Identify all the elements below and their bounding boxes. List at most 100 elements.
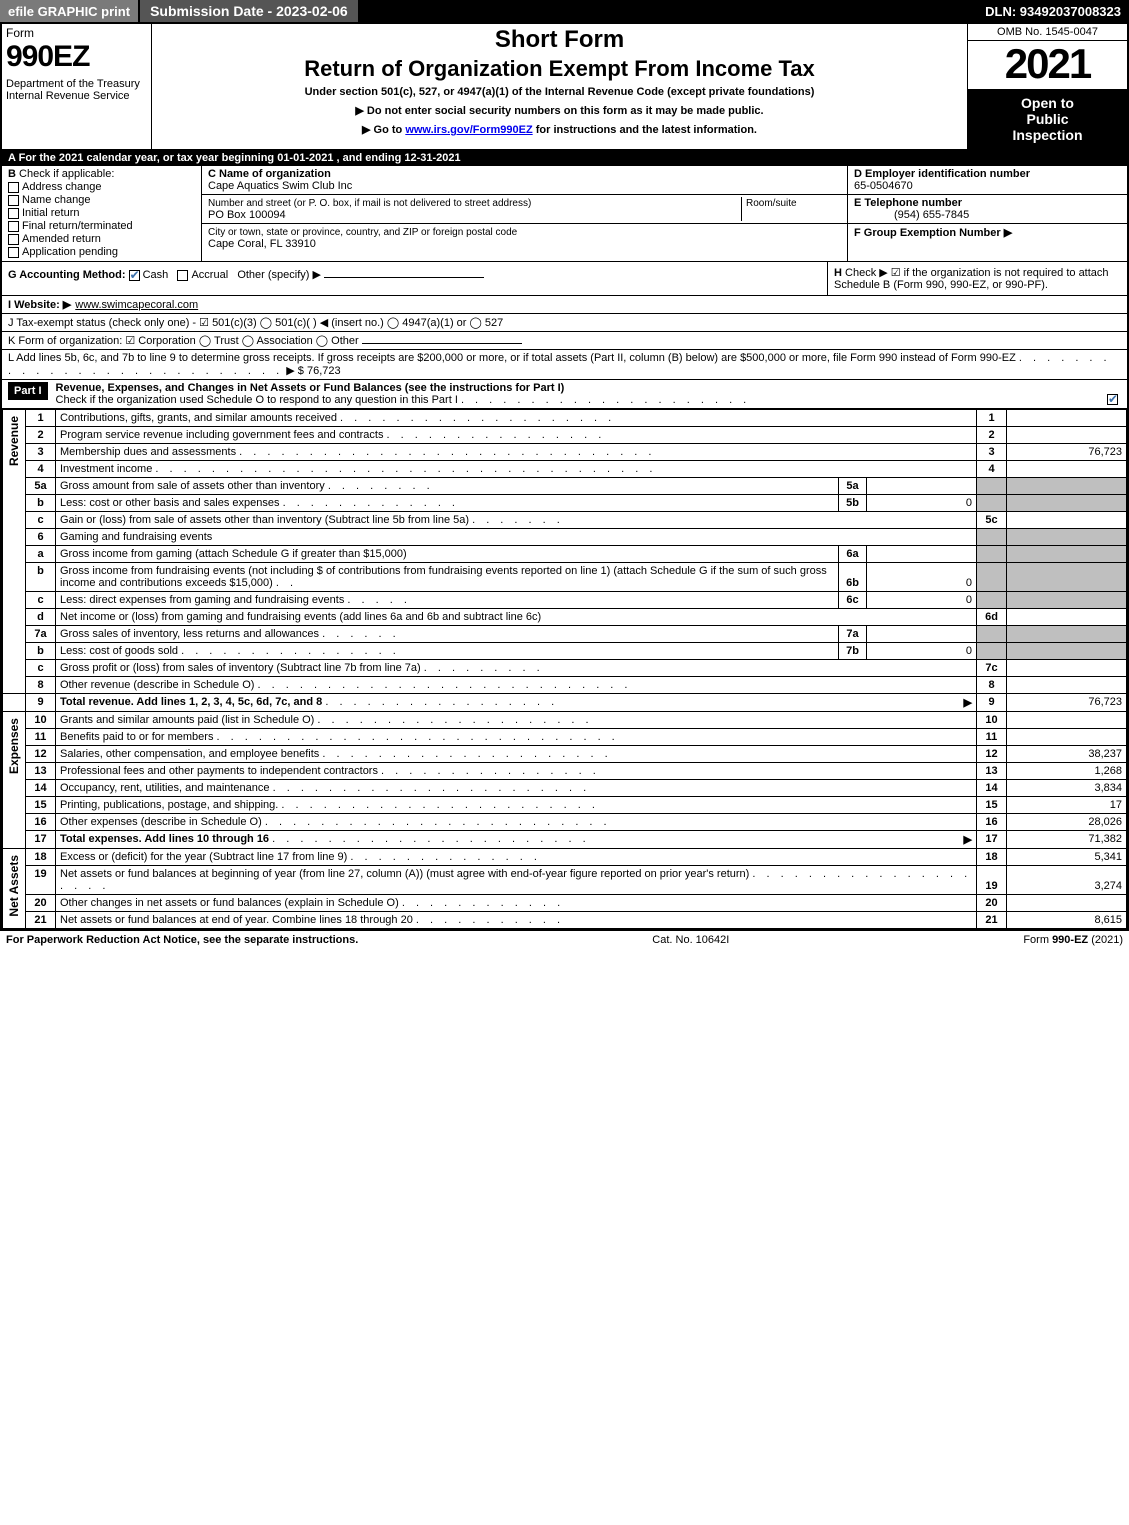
r11-desc: Benefits paid to or for members [60, 731, 213, 743]
k-other-input[interactable] [362, 343, 522, 344]
r13-num: 13 [26, 763, 56, 780]
chk-application-pending[interactable]: Application pending [8, 246, 195, 258]
chk-final-return[interactable]: Final return/terminated [8, 220, 195, 232]
row-20: 20 Other changes in net assets or fund b… [3, 895, 1127, 912]
row-6c: c Less: direct expenses from gaming and … [3, 592, 1127, 609]
r11-num: 11 [26, 729, 56, 746]
section-A-text: For the 2021 calendar year, or tax year … [19, 152, 461, 164]
r13-desc: Professional fees and other payments to … [60, 765, 378, 777]
g-other-input[interactable] [324, 277, 484, 278]
chk-amended-return-label: Amended return [22, 233, 101, 245]
r11-amt [1007, 729, 1127, 746]
r6a-il: 6a [839, 546, 867, 563]
g-other: Other (specify) ▶ [237, 269, 321, 281]
r20-desc: Other changes in net assets or fund bala… [60, 897, 399, 909]
r17-rn: 17 [977, 831, 1007, 849]
org-name: Cape Aquatics Swim Club Inc [208, 180, 352, 192]
e-label: E Telephone number [854, 197, 962, 209]
row-10: Expenses 10 Grants and similar amounts p… [3, 712, 1127, 729]
r5a-num: 5a [26, 478, 56, 495]
dln-label: DLN: 93492037008323 [977, 0, 1129, 22]
chk-name-change-label: Name change [22, 194, 91, 206]
row-7c: c Gross profit or (loss) from sales of i… [3, 660, 1127, 677]
r5b-il: 5b [839, 495, 867, 512]
r5a-rn-grey [977, 478, 1007, 495]
r8-rn: 8 [977, 677, 1007, 694]
r1-desc: Contributions, gifts, grants, and simila… [60, 412, 337, 424]
r5b-num: b [26, 495, 56, 512]
r6-amt-grey [1007, 529, 1127, 546]
chk-address-change[interactable]: Address change [8, 181, 195, 193]
r13-amt: 1,268 [1007, 763, 1127, 780]
r6d-rn: 6d [977, 609, 1007, 626]
r17-desc: Total expenses. Add lines 10 through 16 [60, 833, 269, 845]
r8-desc: Other revenue (describe in Schedule O) [60, 679, 254, 691]
r7a-rn-grey [977, 626, 1007, 643]
row-5a: 5a Gross amount from sale of assets othe… [3, 478, 1127, 495]
r7c-amt [1007, 660, 1127, 677]
row-L: L Add lines 5b, 6c, and 7b to line 9 to … [2, 350, 1127, 380]
r15-num: 15 [26, 797, 56, 814]
form-id-block: Form 990EZ Department of the Treasury In… [2, 24, 152, 149]
r5c-rn: 5c [977, 512, 1007, 529]
instr-post: for instructions and the latest informat… [533, 124, 757, 136]
r3-desc: Membership dues and assessments [60, 446, 236, 458]
h-text: Check ▶ ☑ if the organization is not req… [834, 267, 1109, 291]
r8-num: 8 [26, 677, 56, 694]
r4-rn: 4 [977, 461, 1007, 478]
c-city-label: City or town, state or province, country… [208, 227, 517, 238]
form-right-block: OMB No. 1545-0047 2021 Open to Public In… [967, 24, 1127, 149]
instructions-link[interactable]: www.irs.gov/Form990EZ [405, 124, 532, 136]
r6b-ia: 0 [867, 563, 977, 592]
page-footer: For Paperwork Reduction Act Notice, see … [0, 931, 1129, 949]
r6b-desc: Gross income from fundraising events (no… [60, 565, 827, 589]
chk-amended-return[interactable]: Amended return [8, 233, 195, 245]
form-header: Form 990EZ Department of the Treasury In… [2, 24, 1127, 150]
r9-num: 9 [26, 694, 56, 712]
section-B: B Check if applicable: Address change Na… [2, 166, 202, 261]
chk-name-change[interactable]: Name change [8, 194, 195, 206]
r7c-desc: Gross profit or (loss) from sales of inv… [60, 662, 421, 674]
r21-num: 21 [26, 912, 56, 929]
r5b-amt-grey [1007, 495, 1127, 512]
c-street-label: Number and street (or P. O. box, if mail… [208, 198, 531, 209]
tax-year: 2021 [968, 41, 1127, 89]
r7a-ia [867, 626, 977, 643]
chk-initial-return-label: Initial return [22, 207, 79, 219]
open-line-1: Open to [970, 95, 1125, 111]
chk-final-return-label: Final return/terminated [22, 220, 133, 232]
row-6d: d Net income or (loss) from gaming and f… [3, 609, 1127, 626]
r6b-il: 6b [839, 563, 867, 592]
efile-print-button[interactable]: efile GRAPHIC print [0, 0, 140, 22]
i-label: I Website: ▶ [8, 299, 71, 311]
r12-num: 12 [26, 746, 56, 763]
instructions-line: ▶ Go to www.irs.gov/Form990EZ for instru… [158, 123, 961, 136]
form-container: Form 990EZ Department of the Treasury In… [0, 22, 1129, 931]
r16-num: 16 [26, 814, 56, 831]
r7a-num: 7a [26, 626, 56, 643]
r14-amt: 3,834 [1007, 780, 1127, 797]
chk-cash[interactable] [129, 270, 140, 281]
r6-desc: Gaming and fundraising events [60, 531, 212, 543]
r9-amt: 76,723 [1007, 694, 1127, 712]
instr-pre: ▶ Go to [362, 124, 405, 136]
row-13: 13 Professional fees and other payments … [3, 763, 1127, 780]
r10-desc: Grants and similar amounts paid (list in… [60, 714, 314, 726]
r20-amt [1007, 895, 1127, 912]
part-I-checkbox[interactable] [1107, 394, 1118, 405]
r9-rn: 9 [977, 694, 1007, 712]
top-bar: efile GRAPHIC print Submission Date - 20… [0, 0, 1129, 22]
r2-num: 2 [26, 427, 56, 444]
r14-rn: 14 [977, 780, 1007, 797]
row-8: 8 Other revenue (describe in Schedule O)… [3, 677, 1127, 694]
r12-amt: 38,237 [1007, 746, 1127, 763]
part-I-table: Revenue 1 Contributions, gifts, grants, … [2, 409, 1127, 929]
section-A: A For the 2021 calendar year, or tax yea… [2, 150, 1127, 166]
chk-initial-return[interactable]: Initial return [8, 207, 195, 219]
revenue-vlabel: Revenue [3, 410, 26, 694]
website-link[interactable]: www.swimcapecoral.com [75, 299, 198, 311]
chk-accrual[interactable] [177, 270, 188, 281]
ein-value: 65-0504670 [854, 180, 913, 192]
r1-num: 1 [26, 410, 56, 427]
l-text: L Add lines 5b, 6c, and 7b to line 9 to … [8, 352, 1016, 364]
